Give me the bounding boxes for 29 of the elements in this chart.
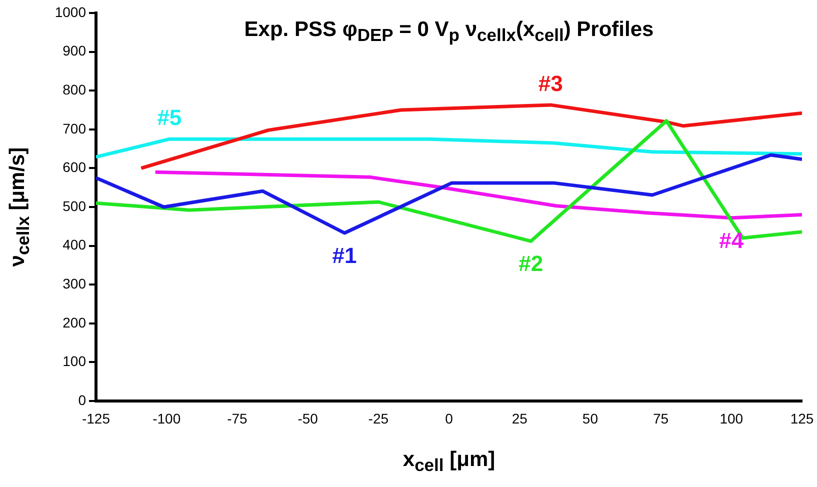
- x-tick-label: 50: [582, 410, 598, 426]
- x-axis-title: x$_{cell}$ [μm]: [402, 448, 496, 476]
- x-tick-label: -25: [368, 410, 389, 426]
- x-tick-label: -75: [227, 410, 248, 426]
- y-tick-label: 300: [62, 275, 86, 292]
- y-tick-label: 700: [62, 120, 86, 136]
- y-tick-label: 600: [62, 159, 86, 176]
- y-tick-label: 500: [62, 198, 86, 214]
- series-label: #3: [538, 71, 563, 96]
- y-tick-label: 1000: [54, 4, 86, 20]
- series-label: #1: [332, 243, 357, 268]
- y-tick-label: 100: [62, 353, 86, 370]
- x-tick-label: -50: [298, 410, 318, 426]
- series-label: #5: [157, 105, 182, 130]
- y-tick-label: 200: [62, 314, 86, 330]
- y-tick-label: 800: [62, 81, 86, 98]
- x-tick-label: 100: [720, 410, 744, 426]
- x-tick-label: -125: [82, 410, 110, 426]
- x-tick-label: 25: [512, 410, 528, 426]
- series-label: #4: [719, 228, 744, 253]
- x-tick-label: 75: [653, 410, 669, 426]
- y-tick-label: 400: [62, 236, 86, 253]
- y-tick-label: 900: [62, 42, 86, 59]
- x-tick-label: 125: [790, 410, 814, 426]
- y-tick-label: 0: [78, 392, 86, 408]
- x-tick-label: 0: [445, 410, 454, 426]
- x-tick-label: -100: [152, 410, 181, 426]
- chart-title: Exp. PSS φ$_{DEP}$ = 0 V$_{p}$ ν$_{cellx}$(x$_{cell}$) Profiles: [244, 18, 654, 46]
- series-label: #2: [518, 251, 544, 276]
